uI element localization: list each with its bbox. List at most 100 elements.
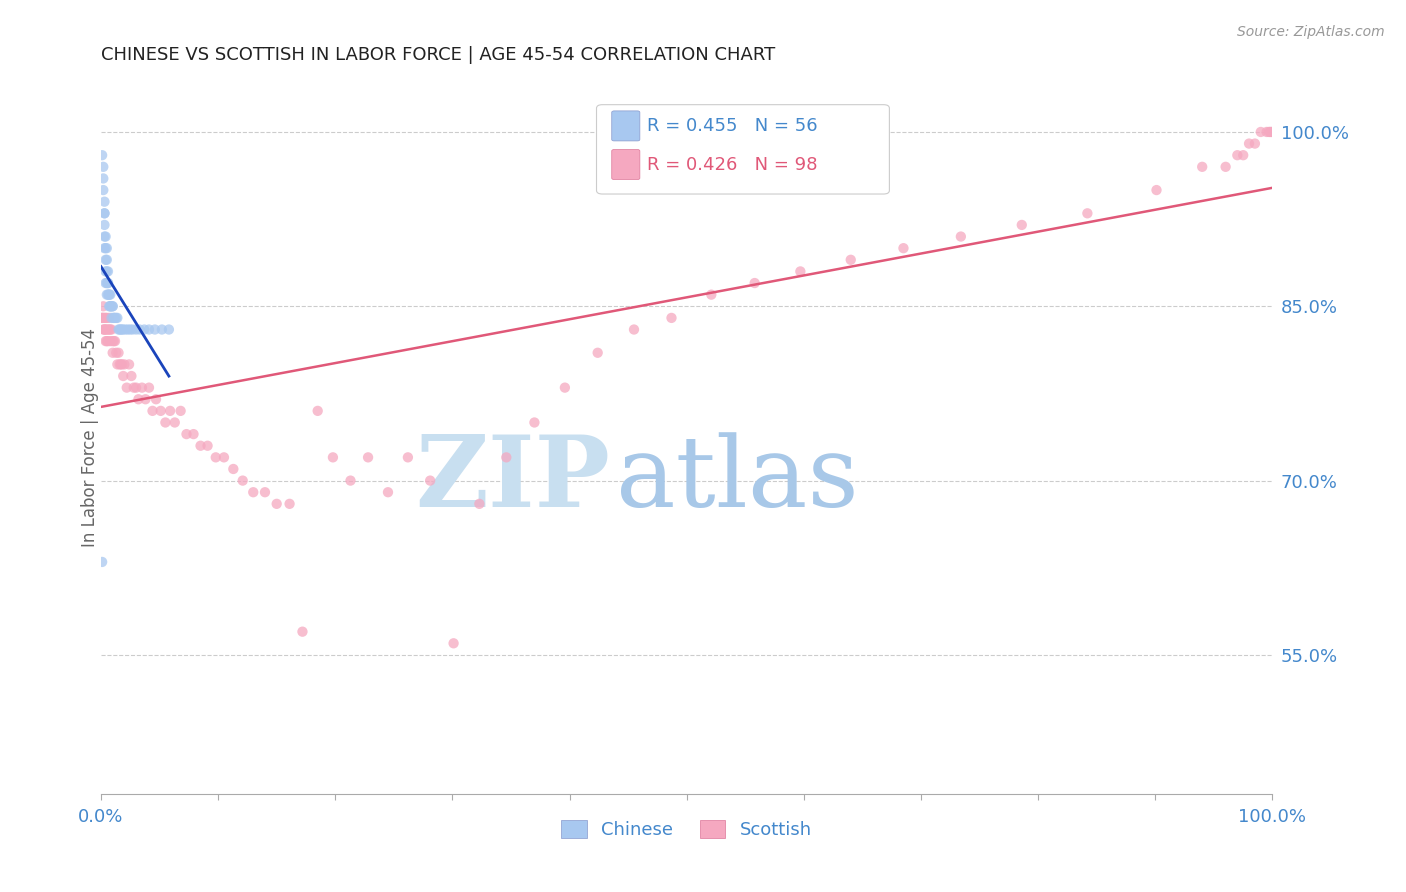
Point: [107, 322, 129, 336]
Text: Source: ZipAtlas.com: Source: ZipAtlas.com: [1237, 25, 1385, 39]
Point: [266, 497, 288, 511]
Point: [93, 322, 115, 336]
Point: [93, 206, 115, 220]
Point: [1191, 160, 1213, 174]
Point: [94, 310, 117, 325]
Point: [623, 322, 645, 336]
Point: [131, 381, 153, 395]
Point: [93, 310, 115, 325]
Point: [98, 287, 121, 301]
Point: [253, 485, 276, 500]
Point: [127, 392, 149, 407]
Point: [98, 299, 121, 313]
Point: [523, 416, 546, 430]
Point: [108, 322, 131, 336]
Point: [103, 310, 125, 325]
Point: [1237, 136, 1260, 151]
Point: [91, 183, 114, 197]
Point: [661, 310, 683, 325]
Point: [97, 276, 120, 290]
Point: [112, 358, 135, 372]
Point: [949, 229, 972, 244]
Point: [145, 392, 167, 407]
Point: [94, 334, 117, 348]
Point: [554, 381, 576, 395]
Point: [190, 439, 212, 453]
Point: [96, 241, 118, 255]
Point: [111, 322, 134, 336]
Point: [101, 334, 124, 348]
Point: [107, 345, 129, 359]
Point: [91, 148, 114, 162]
Text: atlas: atlas: [616, 432, 859, 528]
Point: [1011, 218, 1033, 232]
Point: [118, 358, 141, 372]
Point: [212, 450, 235, 465]
Point: [94, 241, 117, 255]
Point: [155, 416, 177, 430]
Point: [101, 345, 124, 359]
Point: [1226, 148, 1249, 162]
Point: [103, 334, 125, 348]
Point: [1215, 160, 1237, 174]
Point: [94, 264, 117, 278]
FancyBboxPatch shape: [612, 111, 640, 141]
Legend: Chinese, Scottish: Chinese, Scottish: [561, 820, 813, 839]
Point: [96, 334, 118, 348]
Point: [104, 334, 127, 348]
Point: [222, 462, 245, 476]
Point: [91, 322, 114, 336]
Point: [1256, 125, 1278, 139]
Point: [105, 358, 128, 372]
Point: [97, 287, 120, 301]
Point: [396, 450, 419, 465]
Point: [98, 287, 121, 301]
Point: [586, 345, 609, 359]
Point: [93, 241, 115, 255]
Text: ZIP: ZIP: [416, 432, 610, 528]
Point: [1250, 125, 1272, 139]
Point: [149, 404, 172, 418]
Point: [93, 218, 115, 232]
Point: [98, 299, 121, 313]
Point: [157, 322, 180, 336]
Point: [98, 334, 121, 348]
Point: [1146, 183, 1168, 197]
Point: [117, 322, 139, 336]
Point: [101, 299, 124, 313]
Point: [98, 322, 121, 336]
Point: [96, 252, 118, 267]
Point: [91, 299, 114, 313]
Point: [169, 404, 191, 418]
Point: [91, 310, 114, 325]
Point: [125, 381, 148, 395]
Point: [700, 287, 723, 301]
Point: [204, 450, 226, 465]
Point: [789, 264, 811, 278]
FancyBboxPatch shape: [612, 150, 640, 179]
Text: R = 0.426   N = 98: R = 0.426 N = 98: [647, 155, 817, 174]
Point: [98, 310, 121, 325]
Point: [122, 381, 145, 395]
Y-axis label: In Labor Force | Age 45-54: In Labor Force | Age 45-54: [82, 327, 98, 547]
Point: [468, 497, 491, 511]
Point: [100, 299, 122, 313]
Point: [103, 310, 125, 325]
Point: [96, 276, 118, 290]
Point: [120, 369, 142, 384]
Point: [377, 485, 399, 500]
Point: [141, 404, 163, 418]
Point: [307, 404, 329, 418]
Point: [1076, 206, 1098, 220]
Point: [114, 322, 136, 336]
Point: [96, 310, 118, 325]
Point: [1258, 125, 1281, 139]
Point: [121, 322, 143, 336]
Point: [110, 358, 132, 372]
Point: [125, 322, 148, 336]
Point: [94, 229, 117, 244]
Point: [105, 310, 128, 325]
Point: [183, 427, 205, 442]
Point: [105, 310, 128, 325]
Point: [101, 299, 124, 313]
